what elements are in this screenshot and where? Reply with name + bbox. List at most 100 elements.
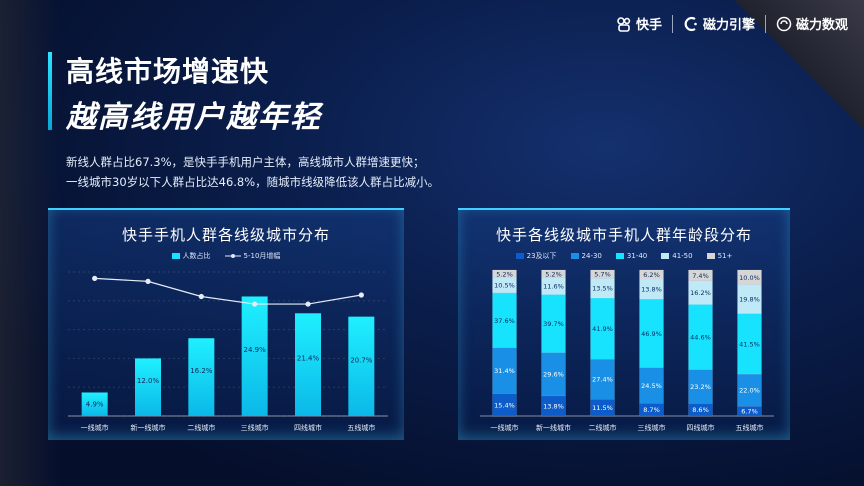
cili-data-icon	[776, 16, 792, 31]
stack-segment	[737, 313, 762, 375]
description: 新线人群占比67.3%，是快手手机用户主体，高线城市人群增速更快； 一线城市30…	[66, 152, 826, 192]
stack-segment	[639, 367, 664, 404]
legend-swatch-share	[171, 253, 180, 259]
growth-line	[94, 277, 362, 305]
brand-divider-2	[764, 14, 766, 33]
segment-data-label: 8.7%	[643, 406, 660, 414]
stack-segment	[737, 269, 762, 285]
growth-point-5	[305, 301, 311, 307]
legend-swatch-age-1	[515, 253, 524, 259]
segment-data-label: 13.8%	[543, 402, 564, 410]
growth-point-3	[198, 293, 204, 300]
legend-item-age-5: 51+	[706, 251, 732, 261]
cili-engine-icon	[684, 16, 697, 31]
segment-data-label: 16.2%	[690, 289, 711, 297]
segment-data-label: 10.5%	[494, 282, 515, 290]
legend-item-growth: 5-10月增幅	[224, 251, 281, 261]
growth-point-2	[145, 278, 151, 284]
stack-segment	[639, 269, 664, 280]
stack-segment	[590, 269, 615, 279]
legend-label-age-2: 24-30	[581, 252, 602, 260]
stack-segment	[541, 269, 566, 278]
segment-data-label: 24.5%	[641, 382, 662, 390]
x-tick-label: 一线城市	[81, 423, 109, 432]
legend-item-age-3: 31-40	[615, 251, 647, 261]
city-distribution-chart: 4.9% 一线城市 12.0% 新一线城市 16.2% 二线城市 24.9% 三线城市 21.4…	[68, 271, 388, 432]
page-title: 高线市场增速快	[66, 55, 270, 88]
segment-data-label: 5.7%	[594, 271, 611, 279]
segment-data-label: 7.4%	[692, 272, 709, 280]
stack-segment	[492, 269, 517, 278]
legend-swatch-age-5	[706, 253, 715, 259]
legend-item-age-1: 23及以下	[515, 251, 557, 261]
description-line-1: 新线人群占比67.3%，是快手手机用户主体，高线城市人群增速更快；	[66, 155, 425, 169]
segment-data-label: 11.5%	[592, 404, 613, 412]
brand-kuaishou: 快手	[635, 18, 662, 33]
chart-legend-left: 人数占比 5-10月增幅	[48, 251, 404, 261]
city-distribution-panel: 快手手机人群各线级城市分布 人数占比 5-10月增幅 4.9% 一线城市 12.0%…	[48, 208, 404, 440]
segment-data-label: 41.9%	[592, 325, 613, 333]
segment-data-label: 37.6%	[494, 317, 515, 325]
segment-data-label: 41.5%	[739, 340, 760, 348]
bar-data-label: 20.7%	[350, 356, 373, 364]
segment-data-label: 5.2%	[545, 270, 562, 278]
x-tick-label: 一线城市	[491, 423, 519, 432]
bar-6	[348, 316, 375, 416]
segment-data-label: 39.7%	[543, 320, 564, 328]
chart-title-age-distribution: 快手各线级城市手机人群年龄段分布	[495, 226, 752, 244]
title-accent-bar	[48, 52, 52, 130]
stack-segment	[541, 294, 566, 353]
growth-point-4	[252, 301, 258, 307]
bar-data-label: 12.0%	[137, 377, 160, 385]
x-tick-label: 四线城市	[687, 423, 715, 432]
legend-swatch-growth	[224, 254, 241, 258]
stack-segment	[688, 369, 713, 404]
legend-item-age-2: 24-30	[570, 251, 602, 261]
bar-data-label: 4.9%	[86, 400, 104, 408]
segment-data-label: 13.8%	[641, 286, 662, 294]
legend-swatch-age-4	[661, 253, 670, 259]
chart-title-city-distribution: 快手手机人群各线级城市分布	[121, 226, 330, 244]
brand-cili-data: 磁力数观	[795, 18, 848, 33]
segment-data-label: 27.4%	[592, 376, 613, 384]
stack-segment	[541, 352, 566, 397]
x-tick-label: 新一线城市	[536, 423, 571, 432]
x-tick-label: 新一线城市	[131, 423, 166, 432]
stack-segment	[590, 399, 615, 417]
bar-2	[135, 358, 161, 416]
x-tick-label: 五线城市	[736, 423, 764, 432]
legend-swatch-age-2	[570, 253, 579, 259]
segment-data-label: 31.4%	[494, 367, 515, 375]
stack-segment	[492, 277, 517, 294]
stack-segment	[492, 347, 517, 394]
growth-point-6	[358, 292, 364, 298]
legend-label-share: 人数占比	[182, 252, 211, 260]
age-distribution-panel: 快手各线级城市手机人群年龄段分布 23及以下 24-30 31-40 41-50 51+…	[458, 208, 790, 440]
page-subtitle: 越高线用户越年轻	[66, 100, 322, 135]
description-line-2: 一线城市30岁以下人群占比达46.8%，随城市线级降低该人群占比减小。	[66, 175, 440, 189]
cili-data-logo: 磁力数观	[776, 14, 848, 33]
bar-3	[188, 338, 215, 416]
bar-5	[295, 313, 321, 416]
segment-data-label: 44.6%	[690, 334, 711, 342]
segment-data-label: 29.6%	[543, 371, 564, 379]
stack-segment	[492, 292, 517, 348]
legend-label-age-1: 23及以下	[526, 252, 557, 260]
segment-data-label: 10.0%	[739, 274, 760, 282]
brand-bar: 快手 磁力引擎 磁力数观	[616, 14, 848, 33]
kuaishou-logo: 快手	[616, 14, 662, 33]
growth-point-1	[92, 275, 98, 281]
x-tick-label: 四线城市	[294, 423, 322, 432]
segment-data-label: 22.0%	[739, 387, 760, 395]
stack-segment	[737, 284, 762, 314]
bar-4	[241, 296, 268, 416]
bar-1	[81, 392, 108, 416]
stack-segment	[688, 304, 713, 370]
segment-data-label: 46.9%	[641, 330, 662, 338]
x-tick-label: 三线城市	[638, 423, 666, 432]
age-distribution-chart: 15.4% 31.4% 37.6% 10.5% 5.2% 一线城市 13.8% 29.6% 39…	[480, 269, 774, 432]
x-tick-label: 二线城市	[589, 423, 617, 432]
legend-label-growth: 5-10月增幅	[243, 252, 281, 260]
legend-label-age-4: 41-50	[672, 252, 693, 260]
stack-segment	[590, 359, 615, 400]
